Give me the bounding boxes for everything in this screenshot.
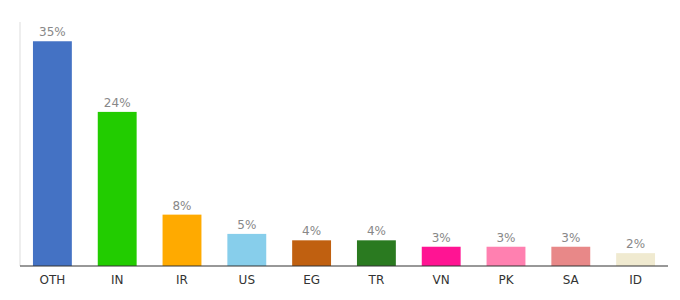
x-tick-label: US — [239, 273, 255, 287]
data-label: 2% — [626, 237, 645, 251]
bar — [616, 253, 655, 266]
x-tick-label: PK — [498, 273, 514, 287]
x-tick-label: IR — [176, 273, 188, 287]
bar — [292, 240, 331, 266]
x-tick-label: EG — [303, 273, 320, 287]
data-label: 5% — [237, 218, 256, 232]
x-tick-label: VN — [433, 273, 450, 287]
bar — [163, 215, 202, 266]
bar — [487, 247, 526, 266]
data-label: 24% — [104, 96, 131, 110]
x-tick-label: TR — [368, 273, 385, 287]
bar — [33, 41, 72, 266]
bar — [227, 234, 266, 266]
bar — [422, 247, 461, 266]
data-label: 3% — [496, 231, 515, 245]
x-tick-label: ID — [629, 273, 642, 287]
chart: 35% 24% 8% 5% 4% 4% 3% 3% 3% 2% OTH IN IR US EG TR VN PK S… — [0, 0, 680, 300]
bar — [551, 247, 590, 266]
data-label: 3% — [561, 231, 580, 245]
data-label: 35% — [39, 25, 66, 39]
x-tick-label: SA — [563, 273, 580, 287]
data-label: 4% — [302, 224, 321, 238]
x-axis-line — [20, 265, 668, 266]
x-tick-label: IN — [111, 273, 124, 287]
data-label: 8% — [172, 199, 191, 213]
x-tick-label: OTH — [39, 273, 65, 287]
y-axis-line — [20, 22, 21, 266]
bar — [98, 112, 137, 266]
data-label: 4% — [367, 224, 386, 238]
bar — [357, 240, 396, 266]
chart-container: 35% 24% 8% 5% 4% 4% 3% 3% 3% 2% OTH IN IR US EG TR VN PK S… — [0, 0, 680, 300]
data-label: 3% — [432, 231, 451, 245]
bars — [33, 41, 655, 266]
